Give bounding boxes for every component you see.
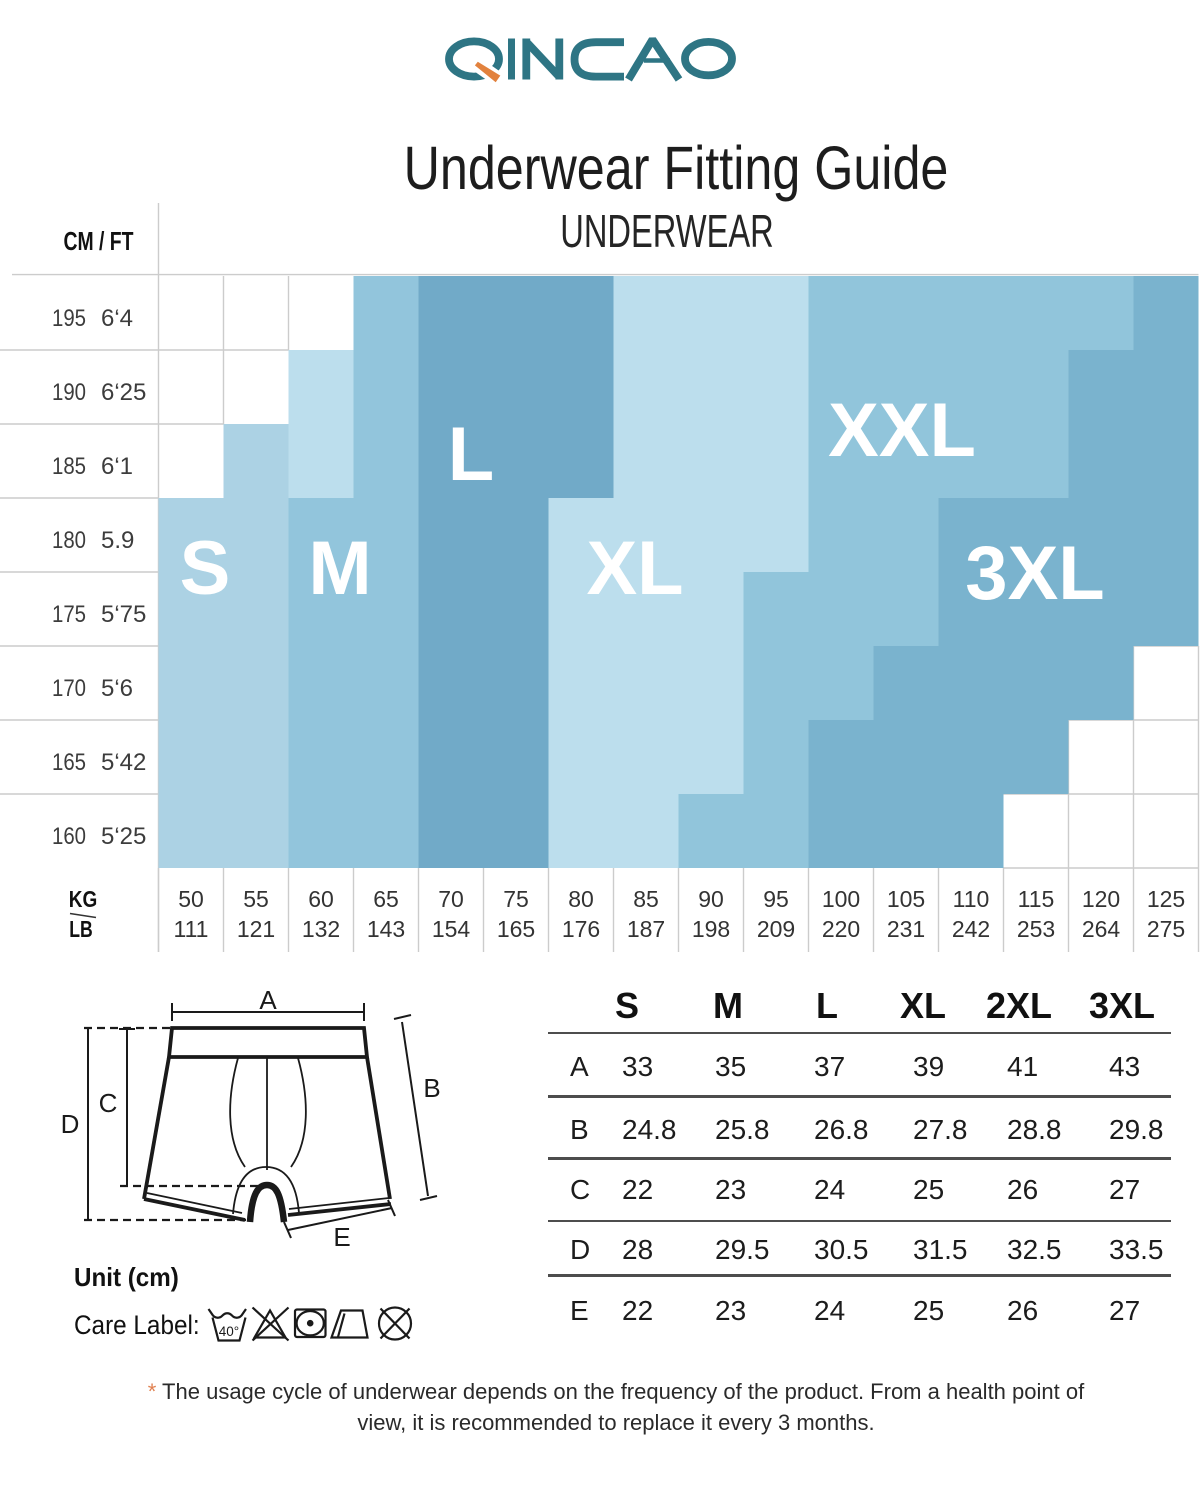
svg-text:275: 275 bbox=[1147, 916, 1185, 942]
svg-text:5.9: 5.9 bbox=[101, 527, 134, 554]
svg-text:242: 242 bbox=[952, 916, 990, 942]
svg-text:75: 75 bbox=[503, 886, 529, 912]
svg-text:6‘4: 6‘4 bbox=[101, 305, 133, 332]
svg-text:198: 198 bbox=[692, 916, 730, 942]
svg-text:110: 110 bbox=[953, 886, 990, 912]
svg-text:176: 176 bbox=[562, 916, 600, 942]
svg-text:B: B bbox=[423, 1073, 440, 1103]
svg-text:209: 209 bbox=[757, 916, 795, 942]
svg-text:A: A bbox=[259, 985, 277, 1015]
svg-text:143: 143 bbox=[367, 916, 405, 942]
svg-text:L: L bbox=[448, 412, 494, 497]
svg-text:105: 105 bbox=[887, 886, 925, 912]
svg-text:95: 95 bbox=[763, 886, 789, 912]
svg-text:115: 115 bbox=[1018, 886, 1055, 912]
svg-text:220: 220 bbox=[822, 916, 860, 942]
svg-text:125: 125 bbox=[1147, 886, 1185, 912]
svg-text:253: 253 bbox=[1017, 916, 1055, 942]
svg-text:187: 187 bbox=[627, 916, 665, 942]
svg-text:50: 50 bbox=[178, 886, 204, 912]
svg-text:154: 154 bbox=[432, 916, 471, 942]
svg-text:170: 170 bbox=[52, 675, 86, 702]
svg-text:D: D bbox=[61, 1109, 80, 1139]
svg-text:40°: 40° bbox=[219, 1324, 239, 1339]
svg-text:132: 132 bbox=[302, 916, 340, 942]
svg-text:M: M bbox=[308, 526, 371, 611]
svg-text:60: 60 bbox=[308, 886, 334, 912]
svg-text:3XL: 3XL bbox=[965, 531, 1104, 616]
svg-text:6‘1: 6‘1 bbox=[101, 453, 133, 480]
svg-text:6‘25: 6‘25 bbox=[101, 379, 146, 406]
svg-text:120: 120 bbox=[1082, 886, 1120, 912]
svg-text:KG: KG bbox=[69, 886, 98, 912]
svg-text:5‘75: 5‘75 bbox=[101, 601, 146, 628]
svg-text:121: 121 bbox=[237, 916, 275, 942]
svg-text:264: 264 bbox=[1082, 916, 1121, 942]
svg-text:5‘42: 5‘42 bbox=[101, 749, 146, 776]
svg-text:CM / FT: CM / FT bbox=[64, 226, 134, 256]
svg-text:190: 190 bbox=[52, 379, 86, 406]
svg-text:55: 55 bbox=[243, 886, 269, 912]
svg-text:65: 65 bbox=[373, 886, 399, 912]
svg-text:180: 180 bbox=[52, 527, 86, 554]
svg-text:90: 90 bbox=[698, 886, 724, 912]
svg-text:S: S bbox=[180, 526, 231, 611]
svg-text:80: 80 bbox=[568, 886, 594, 912]
svg-text:160: 160 bbox=[52, 823, 86, 850]
svg-text:231: 231 bbox=[887, 916, 925, 942]
svg-text:5‘6: 5‘6 bbox=[101, 675, 133, 702]
svg-text:165: 165 bbox=[497, 916, 535, 942]
svg-text:E: E bbox=[333, 1222, 350, 1252]
svg-text:111: 111 bbox=[174, 916, 209, 942]
svg-text:C: C bbox=[99, 1088, 118, 1118]
svg-text:LB: LB bbox=[69, 916, 93, 942]
svg-text:XXL: XXL bbox=[828, 388, 976, 473]
svg-text:100: 100 bbox=[822, 886, 860, 912]
svg-text:5‘25: 5‘25 bbox=[101, 823, 146, 850]
svg-text:70: 70 bbox=[438, 886, 464, 912]
svg-text:195: 195 bbox=[52, 305, 86, 332]
svg-text:85: 85 bbox=[633, 886, 659, 912]
svg-text:XL: XL bbox=[586, 526, 683, 611]
svg-text:175: 175 bbox=[52, 601, 86, 628]
svg-text:185: 185 bbox=[52, 453, 86, 480]
svg-text:165: 165 bbox=[52, 749, 86, 776]
